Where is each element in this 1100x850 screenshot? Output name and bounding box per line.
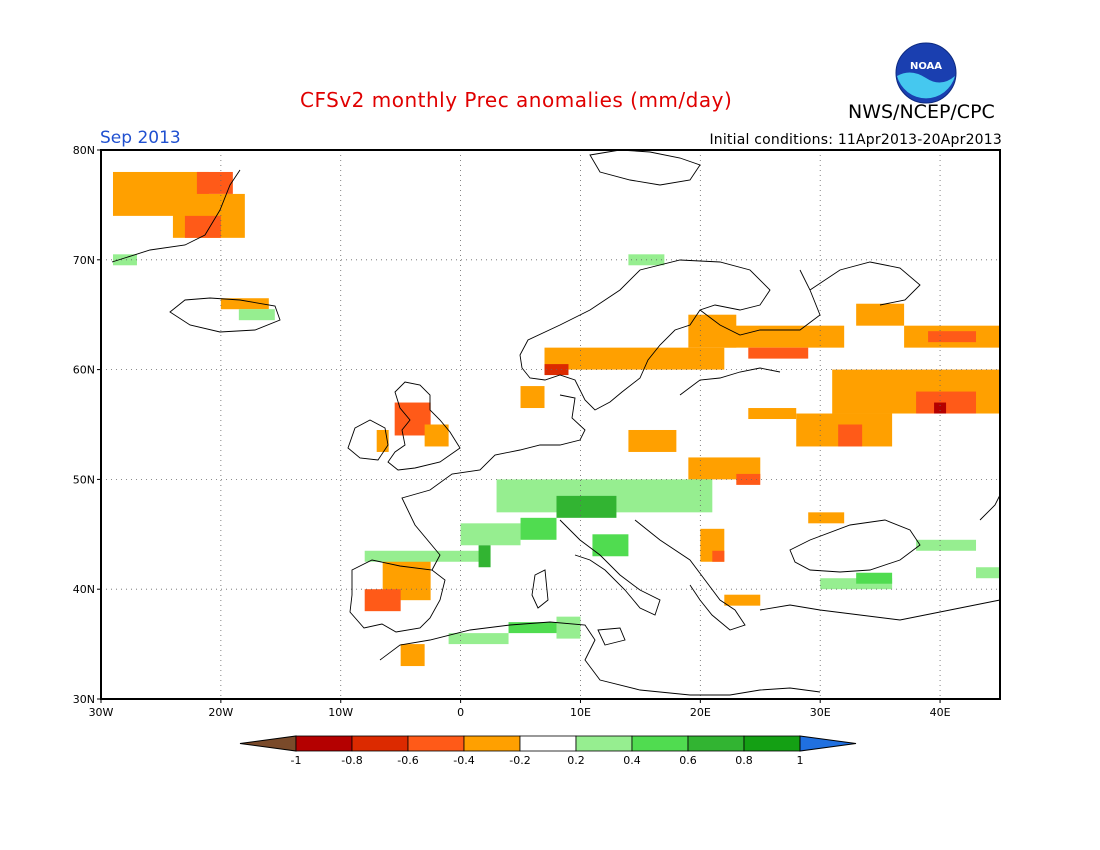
colorbar-segment bbox=[351, 735, 409, 752]
anomaly-cell bbox=[928, 331, 977, 343]
svg-text:NOAA: NOAA bbox=[910, 61, 942, 72]
anomaly-cell bbox=[712, 550, 725, 562]
colorbar-label: -0.2 bbox=[509, 754, 530, 767]
anomaly-cell bbox=[220, 298, 269, 310]
initial-conditions: Initial conditions: 11Apr2013-20Apr2013 bbox=[709, 132, 1002, 148]
lon-tick-label: 30E bbox=[810, 706, 831, 719]
lat-tick-label: 30N bbox=[73, 693, 95, 706]
anomaly-cell bbox=[424, 424, 449, 447]
colorbar-segment bbox=[463, 735, 521, 752]
anomaly-cell bbox=[544, 347, 725, 370]
colorbar-label: 0.2 bbox=[567, 754, 585, 767]
lon-tick-label: 40E bbox=[930, 706, 951, 719]
axis-ticks: 30N 40N 50N 60N 70N 80N 30W 20W 10W 0 10E 20E 30E 40E bbox=[73, 144, 951, 719]
colorbar-segment bbox=[687, 735, 745, 752]
chart-title: CFSv2 monthly Prec anomalies (mm/day) bbox=[300, 88, 733, 112]
colorbar-arrow-high bbox=[799, 735, 857, 752]
anomaly-cell bbox=[592, 534, 629, 557]
anomaly-cell bbox=[736, 473, 761, 485]
anomaly-cell bbox=[400, 644, 425, 667]
colorbar-segment bbox=[407, 735, 465, 752]
lon-tick-label: 20E bbox=[690, 706, 711, 719]
colorbar-label: -0.6 bbox=[397, 754, 418, 767]
map-frame bbox=[100, 149, 1001, 700]
anomaly-cell bbox=[808, 512, 845, 524]
anomaly-cell bbox=[838, 424, 863, 447]
coastline-outline bbox=[111, 149, 1001, 696]
colorbar-segment bbox=[519, 735, 577, 752]
lat-tick-label: 50N bbox=[73, 473, 95, 486]
colorbar-label: -1 bbox=[291, 754, 302, 767]
anomaly-cell bbox=[916, 391, 977, 414]
colorbar-segment bbox=[631, 735, 689, 752]
anomaly-cell bbox=[520, 517, 557, 540]
anomaly-cell bbox=[520, 386, 545, 409]
anomaly-cells bbox=[112, 171, 1000, 667]
colorbar-label: 0.8 bbox=[735, 754, 753, 767]
lon-tick-label: 0 bbox=[457, 706, 464, 719]
lon-tick-label: 30W bbox=[89, 706, 114, 719]
anomaly-cell bbox=[556, 495, 617, 518]
colorbar-label: 0.6 bbox=[679, 754, 697, 767]
anomaly-cell bbox=[976, 567, 1000, 579]
anomaly-cell bbox=[724, 594, 761, 606]
lat-tick-label: 80N bbox=[73, 144, 95, 157]
anomaly-cell bbox=[508, 622, 581, 634]
lon-tick-label: 10E bbox=[570, 706, 591, 719]
anomaly-cell bbox=[556, 616, 581, 639]
colorbar-label: -0.4 bbox=[453, 754, 474, 767]
anomaly-cell bbox=[628, 429, 677, 452]
colorbar-label: 0.4 bbox=[623, 754, 641, 767]
colorbar-segment bbox=[295, 735, 353, 752]
lat-tick-label: 70N bbox=[73, 254, 95, 267]
colorbar-label: 1 bbox=[797, 754, 804, 767]
anomaly-cell bbox=[376, 429, 389, 452]
colorbar-label: -0.8 bbox=[341, 754, 362, 767]
forecast-month: Sep 2013 bbox=[100, 128, 181, 148]
anomaly-cell bbox=[724, 325, 845, 348]
anomaly-cell bbox=[934, 402, 947, 414]
lon-tick-label: 10W bbox=[328, 706, 353, 719]
anomaly-cell bbox=[196, 171, 233, 194]
anomaly-cell bbox=[364, 550, 485, 562]
org-label: NWS/NCEP/CPC bbox=[848, 101, 995, 123]
anomaly-cell bbox=[364, 589, 401, 612]
anomaly-cell bbox=[448, 633, 509, 645]
anomaly-cell bbox=[184, 215, 221, 238]
colorbar-segment bbox=[575, 735, 633, 752]
noaa-logo-icon: NOAA bbox=[895, 42, 957, 104]
lat-tick-label: 60N bbox=[73, 364, 95, 377]
anomaly-cell bbox=[856, 303, 905, 326]
anomaly-cell bbox=[238, 309, 275, 321]
anomaly-cell bbox=[748, 347, 809, 359]
anomaly-cell bbox=[478, 545, 491, 568]
anomaly-cell bbox=[916, 539, 977, 551]
lat-tick-label: 40N bbox=[73, 583, 95, 596]
anomaly-cell bbox=[856, 572, 893, 584]
anomaly-cell bbox=[112, 254, 137, 266]
anomaly-cell bbox=[748, 408, 797, 420]
colorbar: -1 -0.8 -0.6 -0.4 -0.2 0.2 0.4 0.6 0.8 1 bbox=[239, 735, 857, 767]
colorbar-segment bbox=[743, 735, 801, 752]
anomaly-cell bbox=[460, 523, 521, 546]
lon-tick-label: 20W bbox=[208, 706, 233, 719]
colorbar-arrow-low bbox=[239, 735, 297, 752]
